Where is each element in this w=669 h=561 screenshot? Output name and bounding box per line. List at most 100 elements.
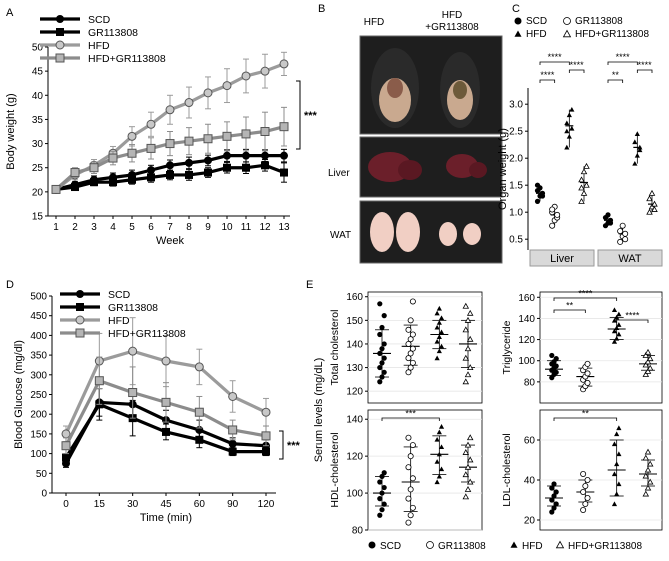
x-tick-label: 45 <box>160 499 172 510</box>
data-point <box>616 481 622 487</box>
y-tick-label: 140 <box>346 339 363 350</box>
y-tick-label: 25 <box>32 163 44 174</box>
point-GR113808 <box>242 163 250 172</box>
data-point <box>409 475 416 482</box>
legend-label: HFD+GR113808 <box>88 53 166 65</box>
point-HFD+GR113808 <box>222 131 232 141</box>
point-HFD+GR113808 <box>61 441 71 451</box>
data-point <box>464 463 472 470</box>
y-tick-label: 100 <box>346 489 363 500</box>
data-point <box>642 472 650 479</box>
data-point <box>611 317 618 323</box>
data-point <box>584 360 591 367</box>
y-tick-label: 150 <box>30 429 47 440</box>
data-point <box>549 206 556 213</box>
y-axis-title: Organ weight (g) <box>497 128 509 210</box>
y-axis-title: Serum levels (mg/dL) <box>313 358 325 463</box>
data-point <box>622 230 629 237</box>
point-SCD <box>204 156 212 165</box>
data-point <box>583 181 590 188</box>
significance-bracket <box>568 69 585 73</box>
photo-row-wat: WAT <box>330 230 351 241</box>
data-point <box>462 354 470 361</box>
data-point <box>584 370 591 377</box>
data-point <box>377 379 383 385</box>
significance-label: **** <box>616 52 631 62</box>
data-point <box>464 316 472 323</box>
data-point <box>578 176 585 183</box>
data-point <box>617 238 624 245</box>
point-HFD <box>128 346 138 356</box>
point-HFD+GR113808 <box>228 425 238 435</box>
y-tick-label: 20 <box>524 516 536 527</box>
data-point <box>582 482 589 489</box>
data-point <box>580 470 587 477</box>
point-HFD <box>165 105 175 115</box>
data-point <box>409 442 416 449</box>
subplot-title: LDL-cholesterol <box>501 433 513 507</box>
point-HFD+GR113808 <box>261 431 271 441</box>
point-HFD+GR113808 <box>241 129 251 139</box>
data-point <box>434 338 440 344</box>
y-tick-label: 140 <box>346 415 363 426</box>
significance-bracket <box>553 297 618 301</box>
point-HFD+GR113808 <box>203 134 213 144</box>
legend-label: SCD <box>380 541 401 552</box>
x-tick-label: 2 <box>72 222 78 233</box>
point-SCD <box>242 151 250 160</box>
data-point <box>614 325 620 331</box>
data-point <box>436 305 442 311</box>
y-tick-label: 150 <box>346 316 363 327</box>
x-tick-label: 90 <box>227 499 239 510</box>
significance-bracket <box>539 61 570 65</box>
data-point <box>539 193 546 199</box>
legend-marker <box>75 328 85 338</box>
x-tick-label: 5 <box>129 222 135 233</box>
data-point <box>405 495 412 502</box>
data-point <box>462 449 470 455</box>
legend-marker <box>426 541 434 549</box>
point-GR113808 <box>166 170 174 179</box>
y-tick-label: 80 <box>524 377 536 388</box>
x-tick-label: 120 <box>258 499 275 510</box>
data-point <box>632 161 638 166</box>
x-tick-label: 11 <box>241 222 252 233</box>
data-point <box>464 345 472 352</box>
data-point <box>634 131 640 136</box>
data-point <box>407 512 414 519</box>
y-tick-label: 0.5 <box>509 235 523 246</box>
data-point <box>436 334 442 339</box>
legend-marker <box>56 28 64 36</box>
legend-marker <box>55 40 65 50</box>
data-point <box>616 331 622 337</box>
y-tick-label: 100 <box>518 356 535 367</box>
y-tick-label: 0 <box>41 489 47 500</box>
data-point <box>379 490 385 496</box>
legend-label: GR113808 <box>438 541 486 552</box>
data-point <box>580 189 588 196</box>
data-point <box>584 476 591 483</box>
data-point <box>646 460 654 467</box>
point-HFD+GR113808 <box>128 388 138 398</box>
data-point <box>438 343 445 349</box>
data-point <box>553 369 559 375</box>
data-point <box>566 134 572 139</box>
data-point <box>644 358 652 365</box>
point-GR113808 <box>261 161 269 170</box>
data-point <box>566 112 572 118</box>
data-point <box>564 120 570 126</box>
point-GR113808 <box>128 175 136 184</box>
x-tick-label: 9 <box>205 222 211 233</box>
data-point <box>377 479 383 485</box>
data-point <box>564 128 570 134</box>
x-axis-title: Week <box>156 235 184 247</box>
significance-bracket <box>279 430 284 460</box>
data-point <box>438 315 445 321</box>
point-GR113808 <box>262 447 270 456</box>
y-tick-label: 400 <box>30 331 47 342</box>
data-point <box>379 346 385 352</box>
data-point <box>549 222 556 229</box>
point-GR113808 <box>147 173 155 182</box>
significance-bracket <box>539 79 556 83</box>
point-GR113808 <box>109 178 117 187</box>
